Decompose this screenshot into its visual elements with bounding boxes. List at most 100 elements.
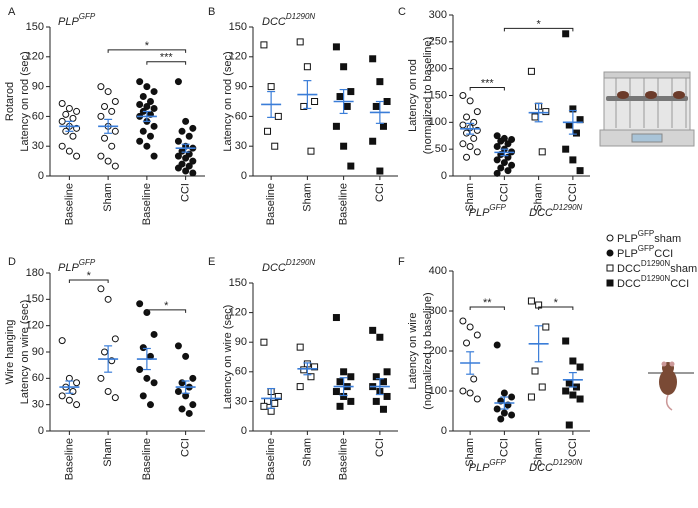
panel-letter: A: [8, 6, 16, 18]
group-label-part: D1290N: [553, 203, 583, 212]
data-point: [143, 142, 151, 150]
data-point: [508, 393, 516, 401]
data-point: [493, 341, 501, 349]
data-point: [143, 83, 151, 91]
y-axis-label: Latency on wire (sec): [19, 300, 31, 405]
y-axis-label: (normalized to baseline): [422, 292, 434, 409]
data-point: [497, 137, 505, 145]
x-tick-label: Baseline: [141, 183, 153, 225]
data-point: [185, 162, 193, 170]
data-point: [347, 88, 355, 96]
data-point: [108, 107, 116, 115]
significance-bracket: [68, 279, 109, 284]
data-point: [139, 392, 147, 400]
group-label-part: D1290N: [553, 458, 583, 467]
x-tick-label: Sham: [301, 438, 313, 467]
data-point: [182, 154, 190, 162]
y-tick-label: 30: [235, 140, 247, 152]
x-tick-label: CCI: [567, 438, 579, 457]
data-point: [267, 407, 275, 415]
data-point: [182, 352, 190, 360]
legend-label: DCCD1290NCCI: [617, 274, 689, 290]
data-point: [565, 421, 573, 429]
data-point: [531, 113, 539, 121]
data-point: [508, 411, 516, 419]
data-point: [459, 317, 467, 325]
panel-title: PLPGFP: [58, 12, 96, 28]
data-point: [174, 152, 182, 160]
group-label-part: GFP: [489, 203, 506, 212]
data-point: [108, 142, 116, 150]
y-tick-label: 150: [429, 89, 447, 101]
x-tick-label: Baseline: [141, 438, 153, 480]
data-point: [347, 373, 355, 381]
y-tick-label: 120: [26, 51, 44, 63]
data-point: [493, 169, 501, 177]
data-point: [369, 55, 377, 63]
wire-hanging-illustration: [648, 361, 694, 411]
data-point: [111, 127, 119, 135]
data-point: [369, 137, 377, 145]
data-point: [150, 330, 158, 338]
data-point: [136, 366, 144, 374]
data-point: [332, 388, 340, 396]
data-point: [104, 88, 112, 96]
y-tick-label: 90: [32, 81, 44, 93]
y-tick-label: 200: [429, 345, 447, 357]
data-point: [296, 38, 304, 46]
data-point: [470, 134, 478, 142]
data-point: [182, 117, 190, 125]
group-label-part: GFP: [489, 458, 506, 467]
data-point: [508, 161, 516, 169]
data-point: [150, 379, 158, 387]
data-point: [174, 78, 182, 86]
data-point: [101, 134, 109, 142]
y-tick-label: 300: [429, 9, 447, 21]
data-point: [139, 127, 147, 135]
y-tick-label: 150: [26, 21, 44, 33]
y-tick-label: 150: [229, 277, 247, 289]
significance-label: *: [536, 18, 541, 30]
data-point: [470, 118, 478, 126]
group-label: PLPGFP: [469, 458, 507, 474]
data-point: [379, 405, 387, 413]
y-tick-label: 60: [32, 110, 44, 122]
data-point: [274, 112, 282, 120]
y-tick-label: 0: [241, 425, 247, 437]
data-point: [174, 342, 182, 350]
panel-letter: D: [8, 256, 16, 268]
data-point: [307, 147, 315, 155]
significance-bracket: [146, 309, 187, 313]
x-tick-label: Sham: [533, 183, 545, 212]
x-tick-label: Sham: [102, 183, 114, 212]
data-point: [500, 159, 508, 167]
data-point: [136, 137, 144, 145]
legend-label-part: CCI: [670, 278, 689, 290]
data-point: [97, 83, 105, 91]
data-point: [136, 100, 144, 108]
data-point: [69, 132, 77, 140]
data-point: [562, 145, 570, 153]
x-tick-label: CCI: [498, 438, 510, 457]
y-tick-label: 100: [429, 116, 447, 128]
y-tick-label: 0: [241, 170, 247, 182]
legend-label-part: DCC: [617, 263, 641, 275]
data-point: [493, 142, 501, 150]
data-point: [531, 367, 539, 375]
panel-title: DCCD1290N: [262, 258, 315, 274]
data-point: [274, 392, 282, 400]
x-tick-label: Baseline: [63, 438, 75, 480]
data-point: [146, 401, 154, 409]
data-point: [97, 152, 105, 160]
data-point: [372, 373, 380, 381]
y-axis-label: Latency on rod (sec): [19, 51, 31, 151]
group-label-part: DCC: [529, 207, 553, 219]
data-point: [111, 335, 119, 343]
y-tick-label: 180: [26, 267, 44, 279]
data-point: [576, 167, 584, 175]
y-tick-label: 60: [235, 366, 247, 378]
legend-label-part: sham: [654, 233, 681, 245]
data-point: [463, 113, 471, 121]
y-tick-label: 0: [441, 425, 447, 437]
y-axis-label: Latency on wire: [407, 312, 419, 389]
